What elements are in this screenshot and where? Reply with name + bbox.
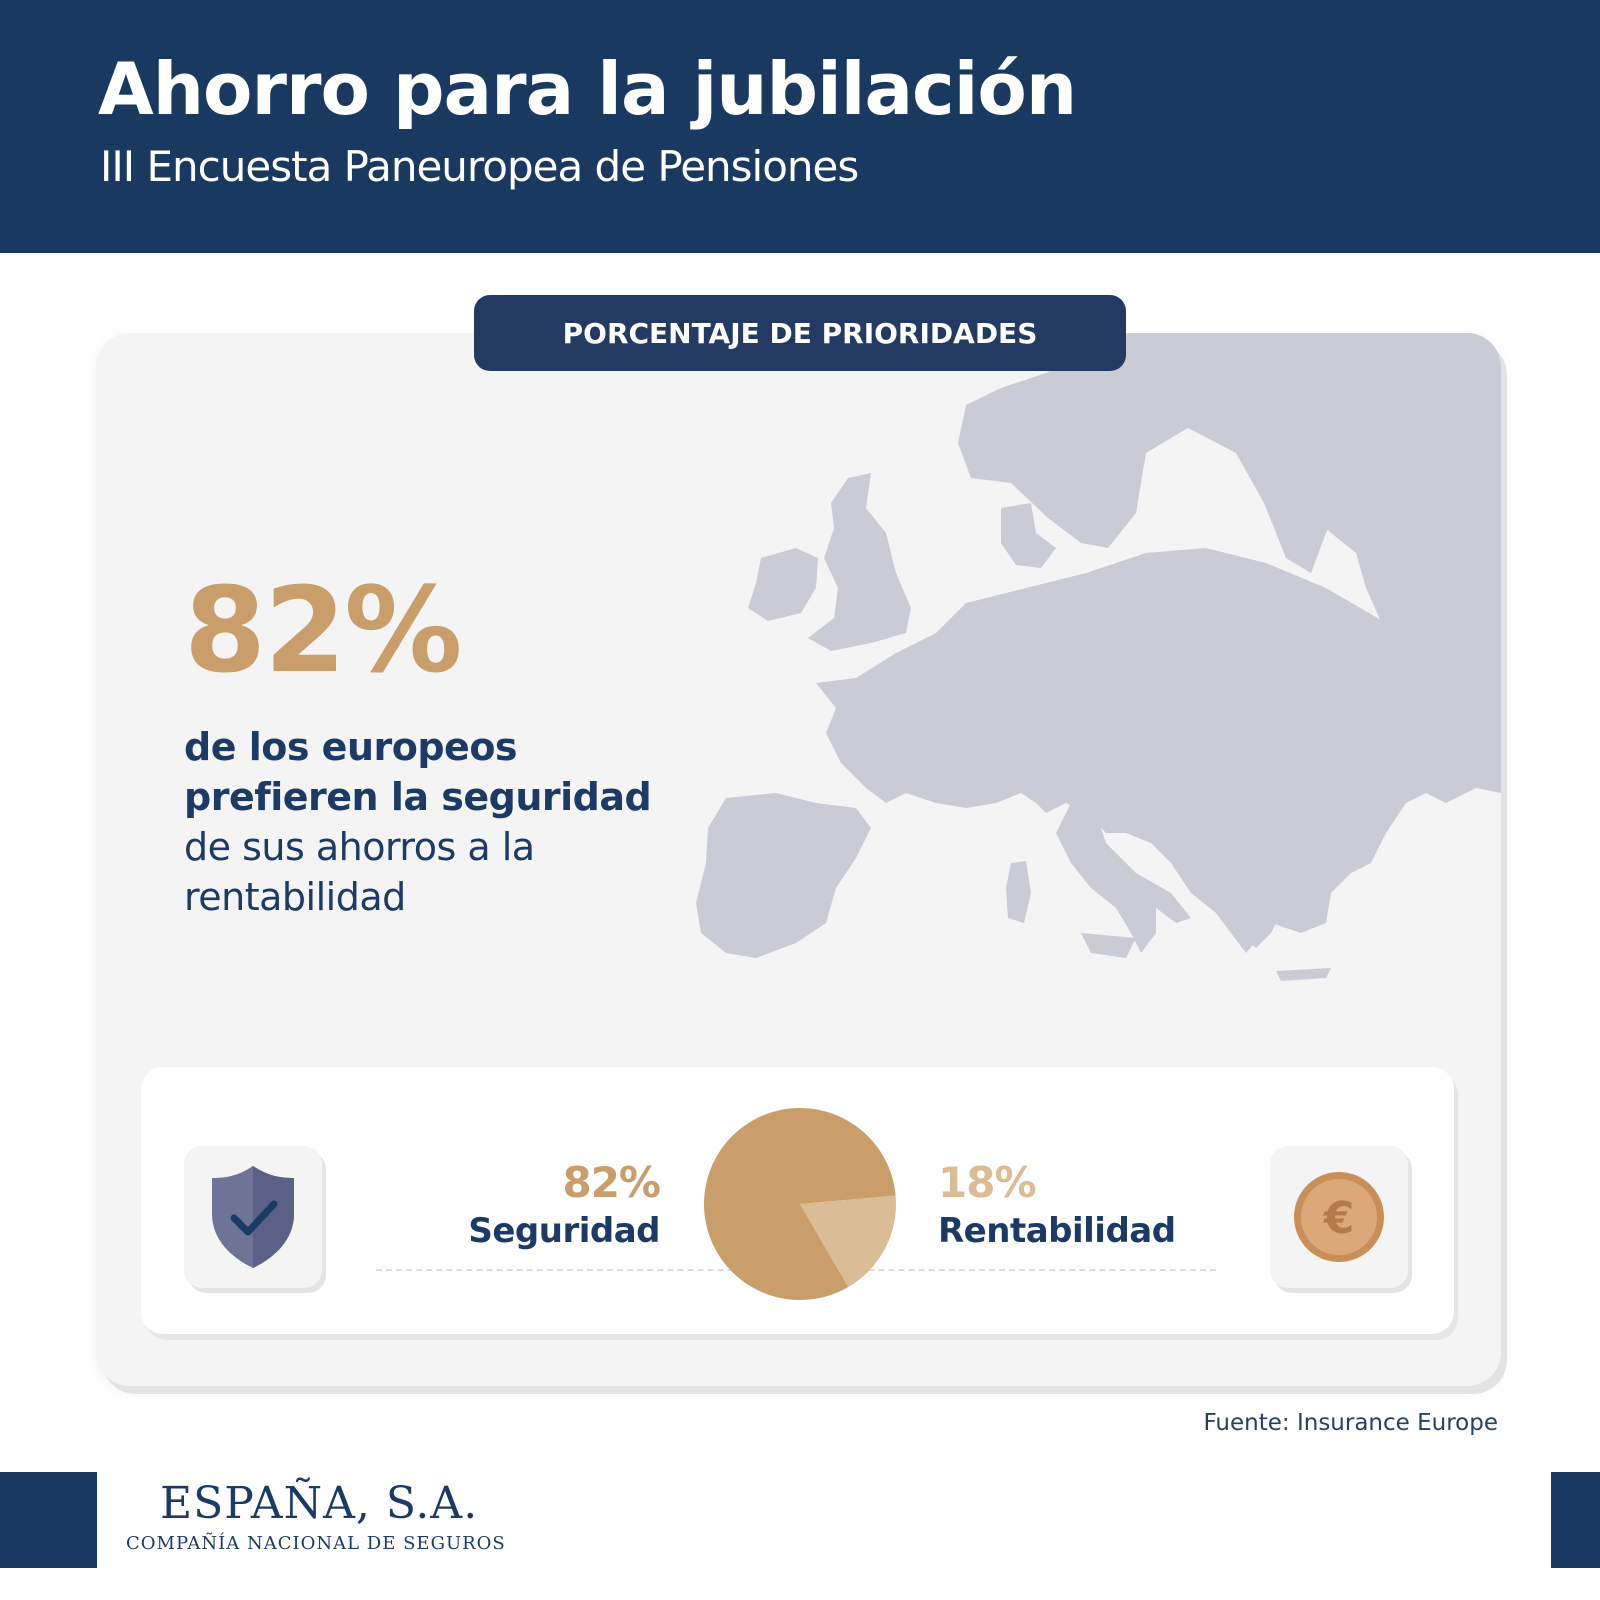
legend-value-security: 82% [562, 1158, 661, 1207]
map-east [1136, 333, 1501, 713]
logo-tagline: COMPAÑÍA NACIONAL DE SEGUROS [126, 1533, 506, 1554]
legend-value-return: 18% [938, 1158, 1037, 1207]
statement-line-4: rentabilidad [184, 875, 406, 919]
statement-line-1: de los europeos [184, 725, 518, 769]
pie-slice-rentabilidad [800, 1195, 896, 1287]
source-note: Fuente: Insurance Europe [1203, 1410, 1498, 1436]
europe-map [696, 333, 1501, 981]
map-ireland [748, 548, 818, 621]
highlight-statement: de los europeos prefieren la seguridad d… [184, 722, 704, 922]
map-sardinia [1006, 861, 1031, 923]
legend-label-return: Rentabilidad [938, 1211, 1176, 1251]
logo-name: ESPAÑA, S.A. [160, 1478, 479, 1529]
security-icon-tile [184, 1146, 322, 1288]
map-italy [1056, 803, 1191, 953]
page-title: Ahorro para la jubilación [98, 47, 1077, 131]
map-denmark [1001, 503, 1056, 568]
statement-line-3: de sus ahorros a la [184, 825, 535, 869]
return-icon-tile: € [1270, 1146, 1408, 1288]
page-subtitle: III Encuesta Paneuropea de Pensiones [100, 142, 859, 191]
section-label: PORCENTAJE DE PRIORIDADES [474, 295, 1126, 371]
shield-check-icon [212, 1166, 294, 1268]
map-great-britain [808, 473, 911, 651]
map-mainland [816, 548, 1501, 953]
map-crete [1276, 968, 1331, 981]
footer-block-left [0, 1472, 97, 1568]
map-iberia [696, 793, 871, 958]
map-sicily [1081, 933, 1136, 958]
euro-coin-icon: € [1294, 1172, 1384, 1262]
highlight-percentage: 82% [184, 561, 462, 699]
map-greece [1226, 898, 1281, 948]
pie-chart [704, 1108, 896, 1300]
pie-slice-seguridad [704, 1108, 896, 1300]
statement-line-2: prefieren la seguridad [184, 775, 652, 819]
header-banner: Ahorro para la jubilación III Encuesta P… [0, 0, 1600, 253]
legend-label-security: Seguridad [468, 1211, 660, 1251]
svg-text:€: € [1323, 1193, 1355, 1244]
footer-block-right [1551, 1472, 1600, 1568]
